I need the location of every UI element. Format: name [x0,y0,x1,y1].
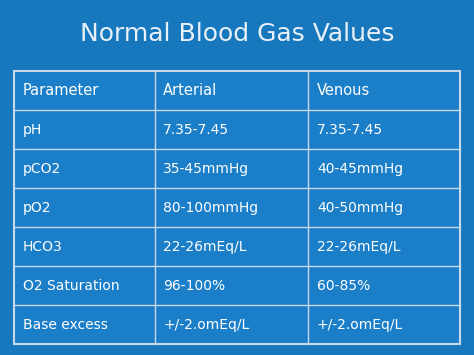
Bar [14,110,155,149]
Bar [155,227,308,266]
Bar [155,188,308,227]
Bar [155,71,308,110]
Bar [308,227,460,266]
Bar [155,266,308,305]
Text: Base excess: Base excess [23,318,108,332]
Text: 40-50mmHg: 40-50mmHg [317,201,403,215]
Text: HCO3: HCO3 [23,240,63,254]
Bar [308,110,460,149]
Text: 7.35-7.45: 7.35-7.45 [163,122,229,137]
Bar [14,266,155,305]
Text: 35-45mmHg: 35-45mmHg [163,162,249,176]
Text: 60-85%: 60-85% [317,279,370,293]
Text: pH: pH [23,122,42,137]
Text: O2 Saturation: O2 Saturation [23,279,119,293]
Bar [308,266,460,305]
Bar [14,71,460,344]
Bar [308,71,460,110]
Bar [155,305,308,344]
Bar [14,71,155,110]
Bar [14,149,155,188]
Text: 96-100%: 96-100% [163,279,225,293]
Text: Parameter: Parameter [23,83,99,98]
Text: +/-2.omEq/L: +/-2.omEq/L [163,318,249,332]
Text: Normal Blood Gas Values: Normal Blood Gas Values [80,22,394,46]
Bar [308,188,460,227]
Text: pCO2: pCO2 [23,162,61,176]
Bar [14,188,155,227]
Bar [308,305,460,344]
Bar [155,149,308,188]
Bar [14,305,155,344]
Text: 80-100mmHg: 80-100mmHg [163,201,258,215]
Text: pO2: pO2 [23,201,51,215]
Text: +/-2.omEq/L: +/-2.omEq/L [317,318,403,332]
Text: Venous: Venous [317,83,370,98]
Text: 22-26mEq/L: 22-26mEq/L [317,240,401,254]
Text: 7.35-7.45: 7.35-7.45 [317,122,383,137]
Text: 40-45mmHg: 40-45mmHg [317,162,403,176]
Text: Arterial: Arterial [163,83,218,98]
Bar [14,227,155,266]
Text: 22-26mEq/L: 22-26mEq/L [163,240,246,254]
Bar [155,110,308,149]
Bar [308,149,460,188]
